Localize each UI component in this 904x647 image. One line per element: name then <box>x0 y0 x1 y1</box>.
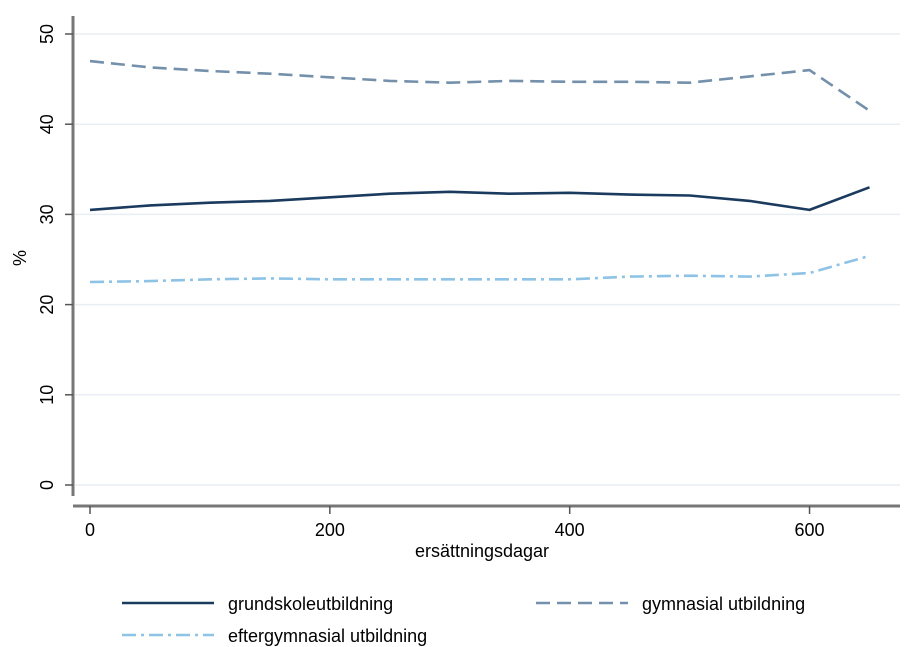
y-tick-label: 20 <box>37 295 57 315</box>
y-axis-label: % <box>10 250 30 266</box>
x-tick-label: 400 <box>555 520 585 540</box>
y-tick-label: 40 <box>37 114 57 134</box>
y-tick-label: 50 <box>37 24 57 44</box>
gridlines <box>75 33 900 486</box>
series-lines <box>89 59 871 284</box>
x-tick-label: 0 <box>85 520 95 540</box>
x-tick-label: 200 <box>315 520 345 540</box>
legend-label: grundskoleutbildning <box>228 594 393 614</box>
series-line <box>89 186 870 212</box>
x-tick-label: 600 <box>795 520 825 540</box>
legend-label: gymnasial utbildning <box>642 594 805 614</box>
y-tick-label: 10 <box>37 385 57 405</box>
y-tick-label: 30 <box>37 204 57 224</box>
legend: grundskoleutbildning gymnasial utbildning… <box>122 594 805 646</box>
series-line <box>89 254 870 284</box>
y-axis-ticks: 0 10 20 30 40 50 <box>37 24 73 490</box>
x-axis-label: ersättningsdagar <box>415 541 549 561</box>
series-line <box>89 59 871 112</box>
legend-label: eftergymnasial utbildning <box>228 626 427 646</box>
y-tick-label: 0 <box>37 480 57 490</box>
x-axis-ticks: 0 200 400 600 <box>85 506 825 540</box>
